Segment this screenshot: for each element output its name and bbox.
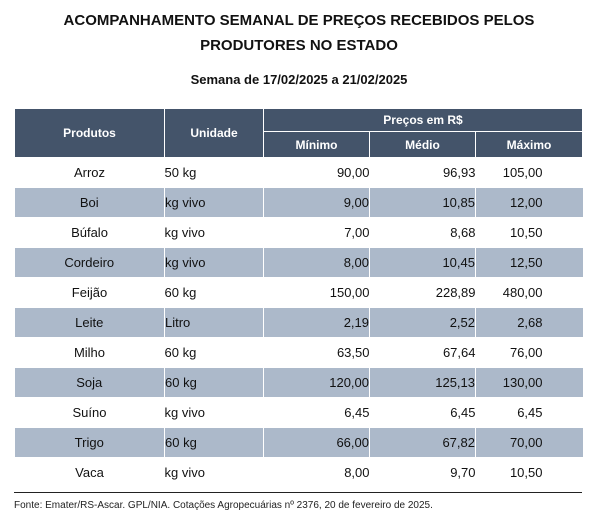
source-footnote: Fonte: Emater/RS-Ascar. GPL/NIA. Cotaçõe…	[14, 500, 433, 511]
table-row: Boi kg vivo 9,00 10,85 12,00	[14, 187, 583, 218]
cell-produto: Trigo	[14, 427, 165, 458]
cell-medio: 10,85	[369, 187, 476, 218]
cell-produto: Cordeiro	[14, 247, 165, 278]
cell-unidade: 50 kg	[164, 165, 197, 180]
cell-unidade: 60 kg	[164, 367, 264, 398]
table-row: Búfalo kg vivo 7,00 8,68 10,50	[15, 218, 583, 248]
cell-maximo: 12,00	[475, 187, 583, 218]
week-subtitle: Semana de 17/02/2025 a 21/02/2025	[190, 72, 408, 87]
cell-unidade: Litro	[164, 307, 264, 338]
cell-produto: Feijão	[71, 285, 108, 300]
cell-produto: Suíno	[72, 405, 107, 420]
cell-produto: Búfalo	[71, 225, 108, 240]
cell-medio: 67,64	[442, 345, 476, 360]
cell-unidade: kg vivo	[164, 225, 205, 240]
cell-unidade: kg vivo	[164, 247, 264, 278]
table-row: Leite Litro 2,19 2,52 2,68	[14, 307, 583, 338]
table-row: Cordeiro kg vivo 8,00 10,45 12,50	[14, 247, 583, 278]
header-maximo: Máximo	[475, 131, 583, 158]
table-row: Soja 60 kg 120,00 125,13 130,00	[14, 367, 583, 398]
cell-unidade: kg vivo	[164, 465, 205, 481]
cell-minimo: 9,00	[263, 187, 370, 218]
report-title: ACOMPANHAMENTO SEMANAL DE PREÇOS RECEBID…	[0, 8, 598, 58]
prices-table: Produtos Unidade Preços em R$ Mínimo Méd…	[14, 108, 583, 488]
cell-maximo: 480,00	[502, 285, 543, 300]
table-row: Vaca kg vivo 8,00 9,70 10,50	[15, 458, 583, 488]
header-precos: Preços em R$	[263, 108, 583, 132]
cell-produto: Soja	[14, 367, 165, 398]
cell-minimo: 66,00	[263, 427, 370, 458]
header-unidade: Unidade	[164, 108, 264, 158]
cell-produto: Vaca	[75, 465, 104, 481]
cell-maximo: 10,50	[509, 465, 543, 481]
cell-minimo: 6,45	[344, 405, 370, 420]
cell-medio: 228,89	[435, 285, 476, 300]
cell-unidade: kg vivo	[164, 405, 205, 420]
cell-medio: 6,45	[450, 405, 476, 420]
cell-maximo: 70,00	[475, 427, 583, 458]
table-row: Suíno kg vivo 6,45 6,45 6,45	[15, 398, 583, 428]
footer-divider	[14, 492, 582, 493]
cell-medio: 10,45	[369, 247, 476, 278]
cell-unidade: 60 kg	[164, 285, 197, 300]
table-row: Feijão 60 kg 150,00 228,89 480,00	[15, 278, 583, 308]
prices-table-body: Arroz 50 kg 90,00 96,93 105,00 Boi kg vivo 9,00…	[14, 158, 583, 488]
cell-produto: Boi	[14, 187, 165, 218]
cell-maximo: 105,00	[502, 165, 543, 180]
cell-minimo: 8,00	[263, 247, 370, 278]
cell-minimo: 8,00	[344, 465, 370, 481]
cell-unidade: 60 kg	[164, 345, 197, 360]
cell-maximo: 12,50	[475, 247, 583, 278]
cell-medio: 125,13	[369, 367, 476, 398]
cell-unidade: 60 kg	[164, 427, 264, 458]
cell-maximo: 130,00	[475, 367, 583, 398]
cell-maximo: 76,00	[509, 345, 543, 360]
cell-medio: 9,70	[450, 465, 476, 481]
report-title-line-1: ACOMPANHAMENTO SEMANAL DE PREÇOS RECEBID…	[63, 12, 535, 29]
header-produtos: Produtos	[14, 108, 165, 158]
cell-minimo: 7,00	[344, 225, 370, 240]
cell-medio: 2,52	[369, 307, 476, 338]
table-row: Trigo 60 kg 66,00 67,82 70,00	[14, 427, 583, 458]
cell-medio: 96,93	[442, 165, 476, 180]
header-medio: Médio	[369, 131, 476, 158]
cell-minimo: 2,19	[263, 307, 370, 338]
cell-medio: 8,68	[450, 225, 476, 240]
table-row: Milho 60 kg 63,50 67,64 76,00	[15, 338, 583, 368]
cell-maximo: 2,68	[475, 307, 583, 338]
table-row: Arroz 50 kg 90,00 96,93 105,00	[15, 158, 583, 188]
cell-minimo: 90,00	[336, 165, 370, 180]
cell-produto: Arroz	[73, 165, 106, 180]
cell-minimo: 150,00	[329, 285, 370, 300]
report-title-line-2: PRODUTORES NO ESTADO	[200, 37, 398, 54]
cell-minimo: 120,00	[263, 367, 370, 398]
cell-maximo: 6,45	[517, 405, 543, 420]
cell-maximo: 10,50	[509, 225, 543, 240]
cell-minimo: 63,50	[336, 345, 370, 360]
cell-produto: Leite	[14, 307, 165, 338]
cell-produto: Milho	[73, 345, 106, 360]
cell-unidade: kg vivo	[164, 187, 264, 218]
cell-medio: 67,82	[369, 427, 476, 458]
header-minimo: Mínimo	[263, 131, 370, 158]
